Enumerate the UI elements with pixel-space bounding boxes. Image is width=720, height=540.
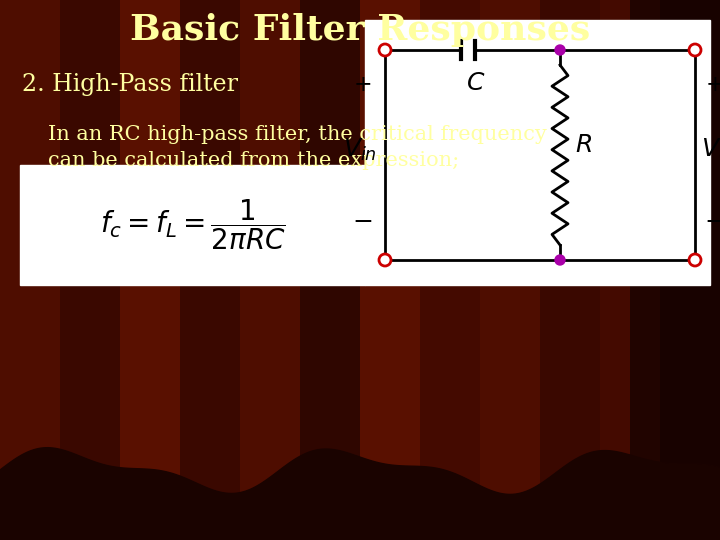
Text: Basic Filter Responses: Basic Filter Responses — [130, 13, 590, 47]
Bar — [240, 0, 300, 540]
Text: 2. High-Pass filter: 2. High-Pass filter — [22, 73, 238, 97]
Bar — [630, 0, 720, 540]
Circle shape — [689, 44, 701, 56]
Bar — [120, 0, 180, 540]
Bar — [540, 0, 600, 540]
Circle shape — [379, 254, 391, 266]
Text: +: + — [706, 74, 720, 96]
Bar — [365, 20, 710, 285]
Bar — [420, 0, 480, 540]
Circle shape — [555, 45, 565, 55]
Bar — [0, 0, 60, 540]
Bar — [360, 0, 420, 540]
Text: +: + — [354, 74, 372, 96]
Bar — [600, 0, 660, 540]
Bar — [300, 0, 360, 540]
Text: $R$: $R$ — [575, 133, 592, 157]
Text: $V_{out}$: $V_{out}$ — [701, 137, 720, 163]
Text: $C$: $C$ — [467, 72, 486, 95]
Bar — [20, 165, 365, 285]
Circle shape — [555, 255, 565, 265]
Bar — [660, 0, 720, 540]
Text: $f_c = f_L = \dfrac{1}{2\pi RC}$: $f_c = f_L = \dfrac{1}{2\pi RC}$ — [99, 198, 285, 252]
Text: $V_{in}$: $V_{in}$ — [343, 137, 377, 163]
Bar — [480, 0, 540, 540]
Text: In an RC high-pass filter, the critical frequency: In an RC high-pass filter, the critical … — [48, 125, 547, 145]
Bar — [180, 0, 240, 540]
Circle shape — [379, 44, 391, 56]
Text: −: − — [353, 211, 374, 233]
Text: −: − — [704, 211, 720, 233]
Text: can be calculated from the expression;: can be calculated from the expression; — [48, 151, 459, 170]
Bar — [60, 0, 120, 540]
Circle shape — [689, 254, 701, 266]
